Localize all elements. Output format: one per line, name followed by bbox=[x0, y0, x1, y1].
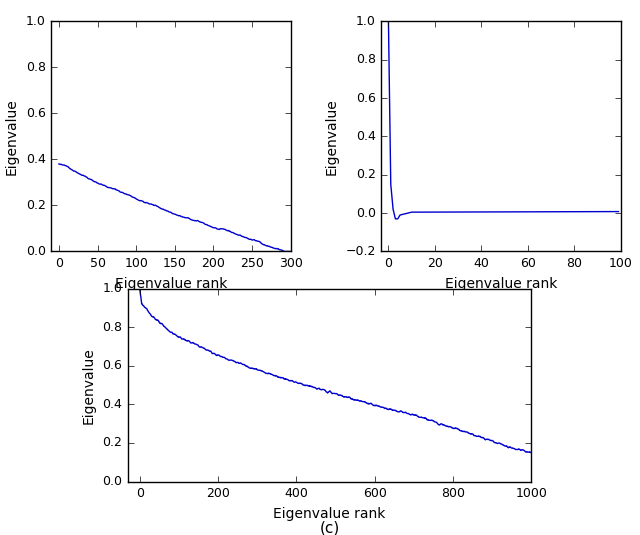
Y-axis label: Eigenvalue: Eigenvalue bbox=[81, 347, 95, 424]
Text: (b): (b) bbox=[490, 320, 512, 335]
Text: (a): (a) bbox=[160, 320, 181, 335]
X-axis label: Eigenvalue rank: Eigenvalue rank bbox=[445, 277, 557, 291]
Y-axis label: Eigenvalue: Eigenvalue bbox=[4, 98, 19, 175]
X-axis label: Eigenvalue rank: Eigenvalue rank bbox=[115, 277, 227, 291]
Y-axis label: Eigenvalue: Eigenvalue bbox=[324, 98, 339, 175]
Text: (c): (c) bbox=[319, 520, 340, 535]
X-axis label: Eigenvalue rank: Eigenvalue rank bbox=[273, 507, 386, 521]
